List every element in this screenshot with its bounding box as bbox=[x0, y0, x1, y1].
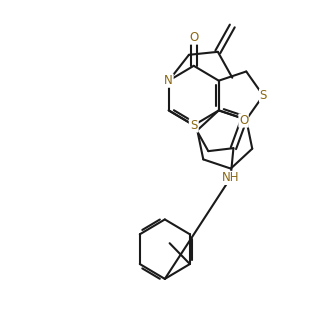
Text: O: O bbox=[239, 114, 248, 127]
Text: NH: NH bbox=[222, 171, 239, 184]
Text: N: N bbox=[189, 119, 198, 132]
Text: N: N bbox=[164, 74, 173, 87]
Text: O: O bbox=[189, 31, 198, 44]
Text: S: S bbox=[190, 119, 197, 132]
Text: S: S bbox=[260, 89, 267, 102]
